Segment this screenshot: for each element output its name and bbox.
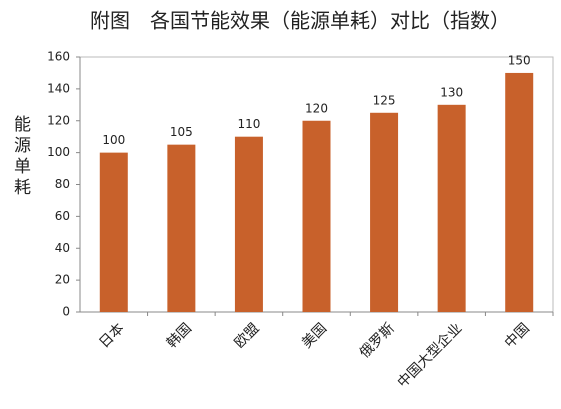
x-tick-label: 俄罗斯	[357, 320, 398, 361]
bar	[437, 104, 466, 312]
x-tick-label: 中国	[502, 320, 533, 351]
x-tick-label: 中国大型企业	[394, 320, 465, 391]
data-label: 130	[440, 85, 463, 99]
x-tick-label: 韩国	[164, 320, 195, 351]
bar	[167, 144, 196, 312]
bar	[99, 152, 128, 312]
y-tick-label: 100	[47, 145, 70, 159]
y-axis-label: 能源单耗	[10, 115, 31, 199]
y-tick-label: 140	[47, 81, 70, 95]
bar	[505, 72, 534, 312]
data-label: 120	[305, 101, 328, 115]
y-tick-label: 160	[47, 50, 70, 64]
bar	[302, 120, 331, 312]
x-tick-label: 欧盟	[231, 320, 262, 351]
bar	[370, 112, 399, 312]
x-tick-label: 日本	[96, 320, 127, 351]
data-label: 110	[237, 117, 260, 131]
y-tick-label: 80	[55, 177, 70, 191]
y-tick-label: 0	[62, 305, 70, 319]
data-label: 125	[373, 93, 396, 107]
y-tick-label: 120	[47, 113, 70, 127]
data-label: 105	[170, 125, 193, 139]
data-label: 150	[508, 53, 531, 67]
y-tick-label: 20	[55, 273, 70, 287]
y-tick-label: 40	[55, 241, 70, 255]
data-label: 100	[102, 133, 125, 147]
bar	[234, 136, 263, 312]
chart-title: 附图 各国节能效果（能源单耗）对比（指数）	[90, 9, 510, 33]
x-tick-label: 美国	[299, 320, 330, 351]
y-tick-label: 60	[55, 209, 70, 223]
